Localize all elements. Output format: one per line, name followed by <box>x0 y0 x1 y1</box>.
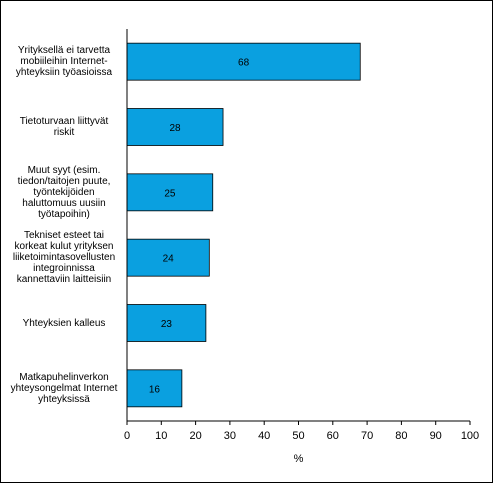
category-label: Tekniset esteet tai korkeat kulut yrityk… <box>12 230 116 286</box>
x-tick-label: 70 <box>361 430 373 442</box>
bar-value-label: 25 <box>164 188 176 199</box>
x-tick-label: 10 <box>155 430 167 442</box>
x-tick-label: 40 <box>258 430 270 442</box>
category-label: Matkapuhelinverkon yhteysongelmat Intern… <box>10 371 118 405</box>
x-tick-label: 90 <box>430 430 442 442</box>
bar-value-label: 68 <box>238 58 250 69</box>
bar <box>126 108 224 146</box>
x-tick-label: 20 <box>189 430 201 442</box>
x-tick-label: 30 <box>224 430 236 442</box>
category-label: Tietoturvaan liittyvät riskit <box>19 116 109 138</box>
category-label: Yrityksellä ei tarvetta mobiileihin Inte… <box>15 45 113 79</box>
bar-value-label: 16 <box>149 384 161 395</box>
x-tick-label: 60 <box>327 430 339 442</box>
bar <box>126 42 361 81</box>
x-tick-label: 100 <box>461 430 479 442</box>
bar <box>126 238 210 277</box>
x-axis-title: % <box>294 453 304 465</box>
bar-value-label: 28 <box>169 123 181 134</box>
category-label: Muut syyt (esim. tiedon/taitojen puute, … <box>17 164 111 220</box>
x-tick-label: 0 <box>124 430 130 442</box>
bar <box>126 369 183 408</box>
x-tick-label: 80 <box>395 430 407 442</box>
x-tick-label: 50 <box>292 430 304 442</box>
bar-value-label: 23 <box>161 319 173 330</box>
bar-value-label: 24 <box>163 254 175 265</box>
category-label: Yhteyksien kalleus <box>22 317 106 329</box>
